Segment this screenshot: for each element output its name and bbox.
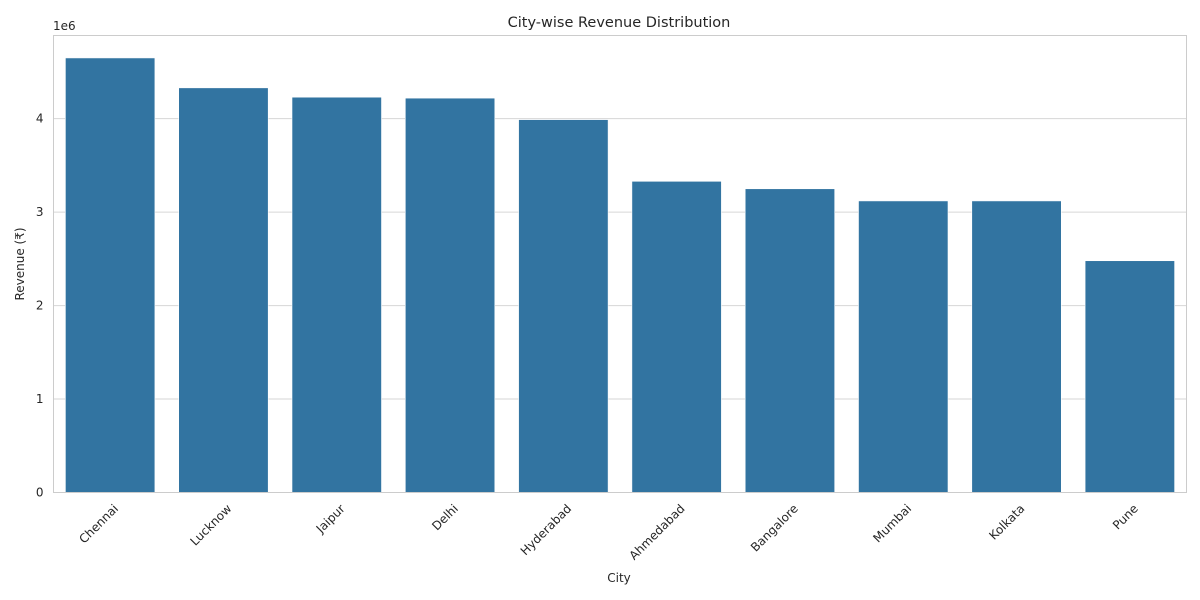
x-tick-label: Pune xyxy=(1110,502,1141,533)
bar-bangalore xyxy=(744,188,836,493)
y-ticks: 0 1 2 3 4 xyxy=(36,112,44,500)
y-tick-label: 3 xyxy=(36,205,44,219)
y-tick-label: 1 xyxy=(36,392,44,406)
x-tick-label: Chennai xyxy=(76,502,121,547)
bar-hyderabad xyxy=(518,119,609,493)
y-tick-label: 0 xyxy=(36,486,44,500)
chart-title: City-wise Revenue Distribution xyxy=(508,15,731,31)
x-tick-label: Mumbai xyxy=(870,502,914,546)
bar-pune xyxy=(1084,260,1175,493)
bar-mumbai xyxy=(858,200,949,493)
x-tick-label: Bangalore xyxy=(748,502,801,555)
bar-lucknow xyxy=(178,87,269,493)
y-axis-label: Revenue (₹) xyxy=(13,227,27,300)
bars xyxy=(65,57,1175,493)
bar-delhi xyxy=(404,97,496,493)
x-tick-label: Lucknow xyxy=(187,501,234,548)
x-tick-label: Kolkata xyxy=(986,502,1027,543)
x-ticks: Chennai Lucknow Jaipur Delhi Hyderabad Ahmeda… xyxy=(76,501,1140,562)
x-tick-label: Hyderabad xyxy=(518,502,575,559)
bar-kolkata xyxy=(971,200,1062,493)
y-offset-label: 1e6 xyxy=(53,19,76,33)
x-tick-label: Jaipur xyxy=(313,502,348,537)
y-tick-label: 2 xyxy=(36,299,44,313)
x-axis-label: City xyxy=(607,571,631,585)
bar-jaipur xyxy=(291,96,382,493)
plot-frame xyxy=(53,35,1187,493)
bar-chennai xyxy=(65,57,156,493)
x-tick-label: Delhi xyxy=(429,502,461,534)
x-tick-label: Ahmedabad xyxy=(626,502,687,563)
y-tick-label: 4 xyxy=(36,112,44,126)
bar-ahmedabad xyxy=(631,180,722,493)
